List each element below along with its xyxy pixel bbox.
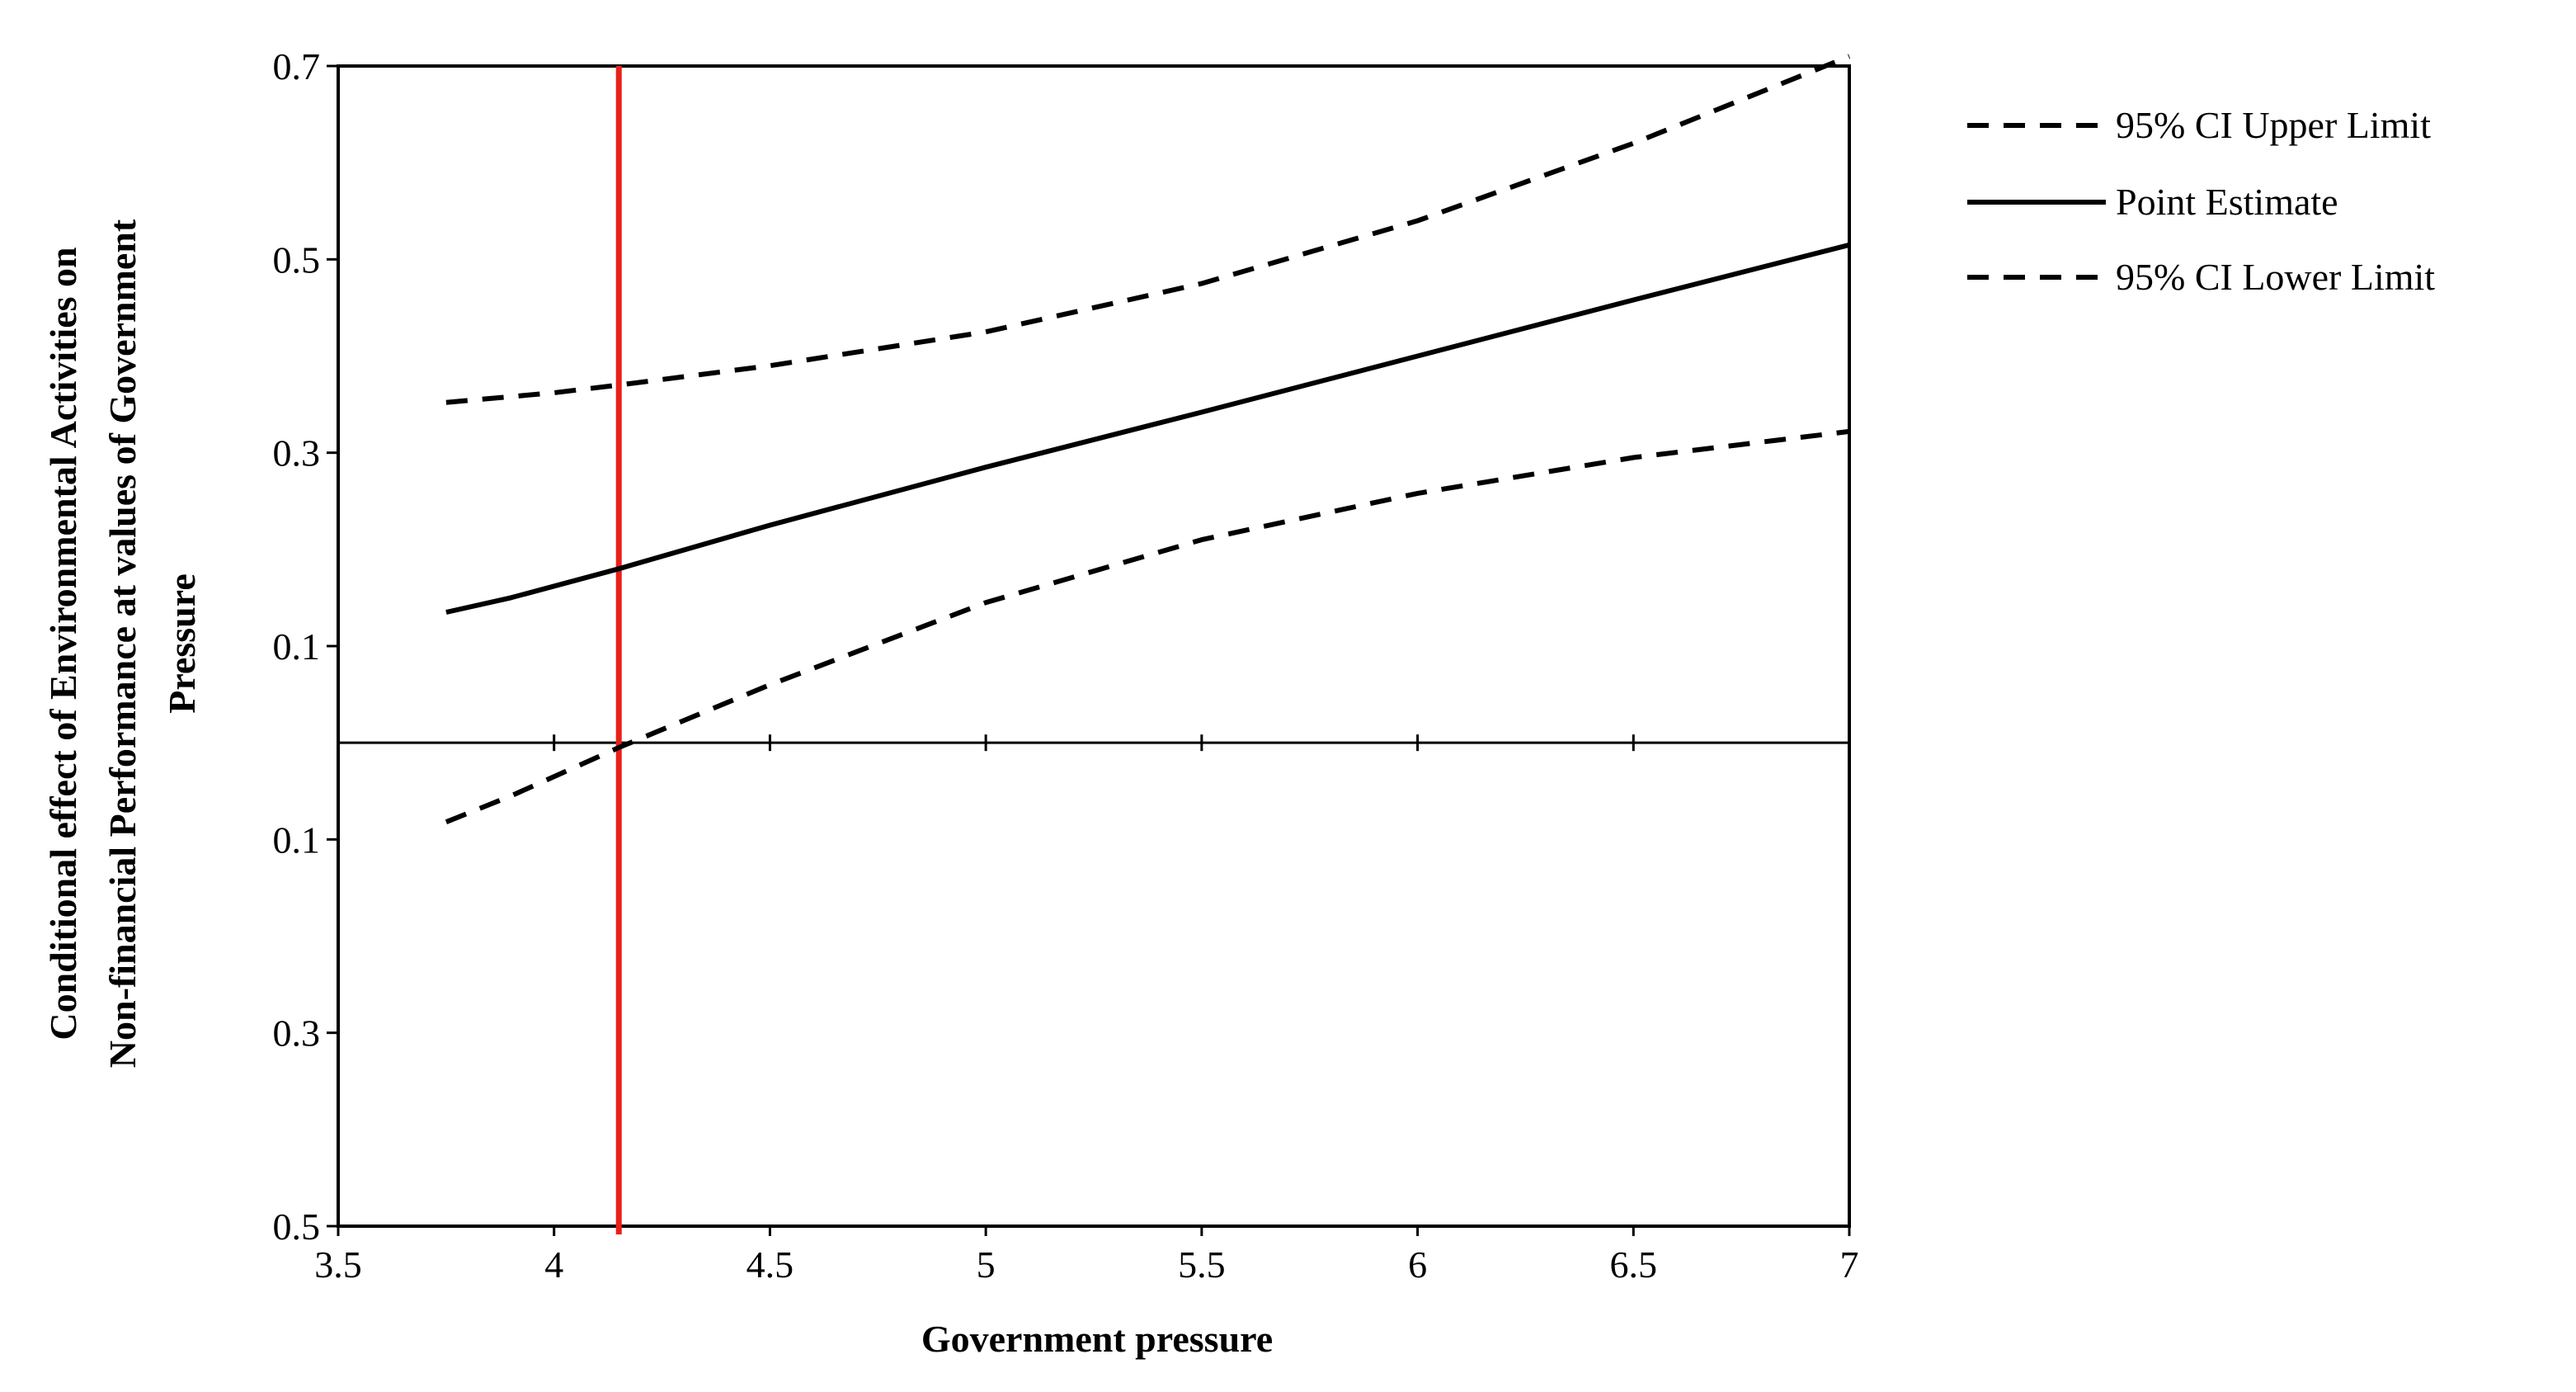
- plot-area: [337, 64, 1851, 1228]
- y-axis-title-line-1: Conditional effect of Environmental Acti…: [42, 247, 84, 1040]
- x-tick-label: 5: [977, 1243, 996, 1286]
- series-layer: [445, 54, 1851, 824]
- y-tick-label: 0.1: [273, 625, 321, 668]
- y-axis-title: Conditional effect of Environmental Acti…: [42, 219, 203, 1068]
- legend-label: 95% CI Upper Limit: [2116, 104, 2431, 146]
- legend-label: Point Estimate: [2116, 181, 2338, 223]
- x-tick-label: 5.5: [1178, 1243, 1226, 1286]
- y-tick-label: 0.3: [273, 1012, 321, 1055]
- y-tick-label: 0.7: [273, 45, 321, 87]
- x-axis-title: Government pressure: [921, 1318, 1273, 1360]
- x-tick-label: 4: [544, 1243, 563, 1286]
- y-axis-ticks: 0.7 0.5 0.3 0.1 0.1 0.3 0.5: [273, 45, 338, 1248]
- series-line-2: [445, 242, 1850, 615]
- x-tick-label: 4.5: [746, 1243, 794, 1286]
- x-tick-label: 7: [1840, 1243, 1859, 1286]
- y-tick-label: 0.5: [273, 238, 321, 281]
- x-axis-ticks: 3.5 4 4.5 5 5.5 6 6.5 7: [314, 734, 1859, 1286]
- series-line-1: [445, 54, 1851, 405]
- x-tick-label: 6.5: [1610, 1243, 1658, 1286]
- series-line-3: [445, 428, 1850, 824]
- y-tick-label: 0.5: [273, 1206, 321, 1248]
- y-axis-title-line-3: Pressure: [161, 573, 203, 714]
- plot-frame: [337, 64, 1851, 1228]
- legend: 95% CI Upper Limit Point Estimate 95% CI L…: [1967, 104, 2435, 298]
- y-tick-label: 0.1: [273, 819, 321, 861]
- y-tick-label: 0.3: [273, 432, 321, 474]
- x-tick-label: 6: [1408, 1243, 1427, 1286]
- legend-label: 95% CI Lower Limit: [2116, 256, 2435, 298]
- y-axis-title-line-2: Non-financial Performance at values of G…: [101, 219, 144, 1068]
- x-tick-label: 3.5: [314, 1243, 362, 1286]
